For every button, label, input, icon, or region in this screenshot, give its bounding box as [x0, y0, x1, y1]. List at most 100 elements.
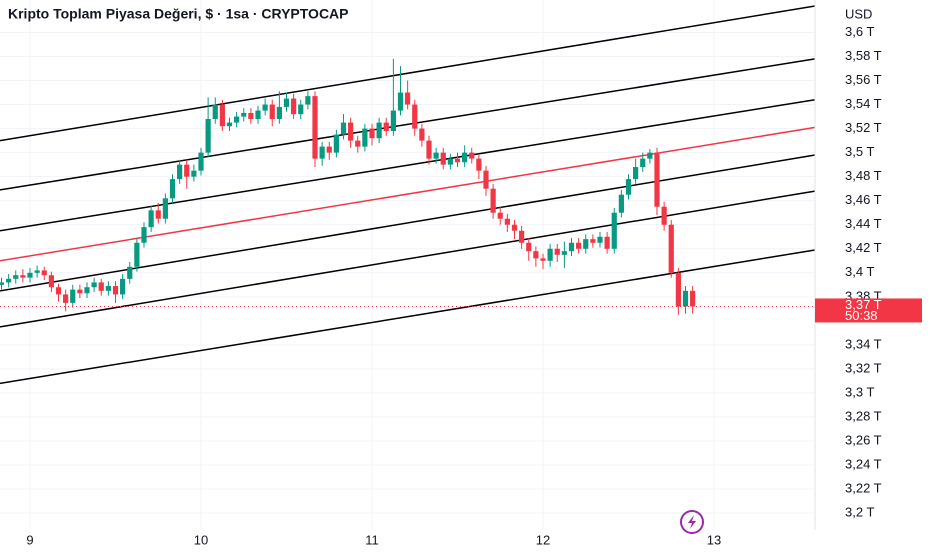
y-tick-label: 3,6 T	[845, 24, 874, 39]
candle-body	[419, 128, 425, 141]
channel-line	[0, 190, 816, 328]
candle-body	[462, 152, 468, 163]
candle-body	[654, 152, 660, 207]
candle-body	[127, 266, 133, 279]
candle-body	[212, 104, 218, 119]
countdown-label: 50:38	[845, 308, 878, 323]
candle-body	[298, 104, 304, 115]
candle-body	[590, 239, 596, 243]
y-tick-label: 3,46 T	[845, 192, 882, 207]
candle-body	[583, 239, 589, 249]
candle-body	[383, 122, 389, 131]
y-tick-label: 3,58 T	[845, 48, 882, 63]
candle-body	[533, 251, 539, 259]
y-tick-label: 3,44 T	[845, 216, 882, 231]
candle-body	[41, 270, 47, 276]
candle-body	[177, 164, 183, 180]
channel-line	[0, 249, 816, 385]
candle-body	[526, 242, 532, 252]
x-tick-label: 10	[194, 532, 208, 547]
channel-line	[0, 154, 816, 292]
candle-body	[34, 270, 40, 273]
x-tick-label: 12	[536, 532, 550, 547]
candle-body	[169, 179, 176, 199]
candle-body	[13, 275, 19, 279]
y-tick-label: 3,2 T	[845, 505, 874, 520]
candle-body	[98, 282, 104, 291]
candle-body	[340, 122, 347, 135]
candle-body	[576, 242, 582, 249]
candle-body	[198, 152, 204, 171]
grid	[0, 0, 815, 530]
y-tick-label: 3,42 T	[845, 240, 882, 255]
candle-body	[291, 98, 297, 115]
candle-body	[682, 290, 689, 307]
x-tick-label: 9	[26, 532, 33, 547]
candle-body	[355, 140, 361, 147]
candle-body	[447, 158, 453, 165]
channel-line	[0, 58, 816, 191]
candle-body	[661, 206, 667, 225]
chart-title: Kripto Toplam Piyasa Değeri, $ · 1sa · C…	[8, 6, 349, 22]
candle-body	[55, 287, 62, 295]
candle-body	[326, 146, 332, 153]
x-tick-label: 11	[365, 532, 379, 547]
y-tick-label: 3,32 T	[845, 360, 882, 375]
candle-body	[205, 118, 211, 153]
y-tick-label: 3,26 T	[845, 433, 882, 448]
channel-line	[0, 99, 816, 232]
candle-body	[84, 287, 90, 294]
candle-body	[112, 286, 119, 295]
y-tick-label: 3,3 T	[845, 384, 874, 399]
y-tick-label: 3,48 T	[845, 168, 882, 183]
candle-body	[91, 282, 97, 288]
candle-body	[141, 227, 147, 243]
candle-body	[640, 158, 646, 168]
candle-body	[276, 106, 282, 119]
candle-body	[148, 210, 154, 228]
candle-body	[27, 272, 33, 278]
candle-body	[469, 152, 475, 159]
candle-body	[476, 158, 482, 171]
candle-body	[390, 110, 396, 131]
candle-body	[134, 242, 140, 267]
y-tick-label: 3,34 T	[845, 336, 882, 351]
event-icon[interactable]	[680, 510, 704, 534]
candle-body	[490, 188, 496, 213]
event-bolt	[688, 515, 696, 529]
candle-body	[283, 98, 290, 107]
candle-body	[604, 236, 610, 249]
candle-body	[568, 242, 575, 252]
candle-body	[675, 272, 681, 307]
y-tick-label: 3,5 T	[845, 144, 874, 159]
candle-body	[48, 275, 54, 288]
candle-body	[305, 96, 311, 105]
candle-body	[348, 122, 354, 141]
candle-body	[191, 170, 197, 177]
candle-body	[625, 179, 632, 195]
candle-body	[155, 210, 161, 219]
candle-body	[440, 152, 446, 165]
candle-body	[690, 290, 696, 307]
candle-body	[376, 122, 382, 139]
y-tick-label: 3,56 T	[845, 72, 882, 87]
candle-body	[0, 282, 5, 285]
y-tick-label: 3,24 T	[845, 457, 882, 472]
candle-body	[120, 278, 126, 295]
candle-body	[262, 104, 268, 111]
currency-label: USD	[845, 6, 872, 21]
candle-body	[63, 294, 69, 303]
candle-body	[511, 224, 518, 231]
candle-body	[554, 248, 560, 255]
candle-body	[234, 116, 240, 123]
candle-body	[647, 152, 653, 159]
candle-body	[547, 248, 553, 261]
candle-body	[426, 140, 432, 159]
candle-body	[105, 286, 111, 291]
candle-body	[362, 128, 368, 147]
candle-body	[77, 289, 83, 294]
channel-line	[0, 126, 816, 262]
candle-body	[248, 112, 254, 119]
